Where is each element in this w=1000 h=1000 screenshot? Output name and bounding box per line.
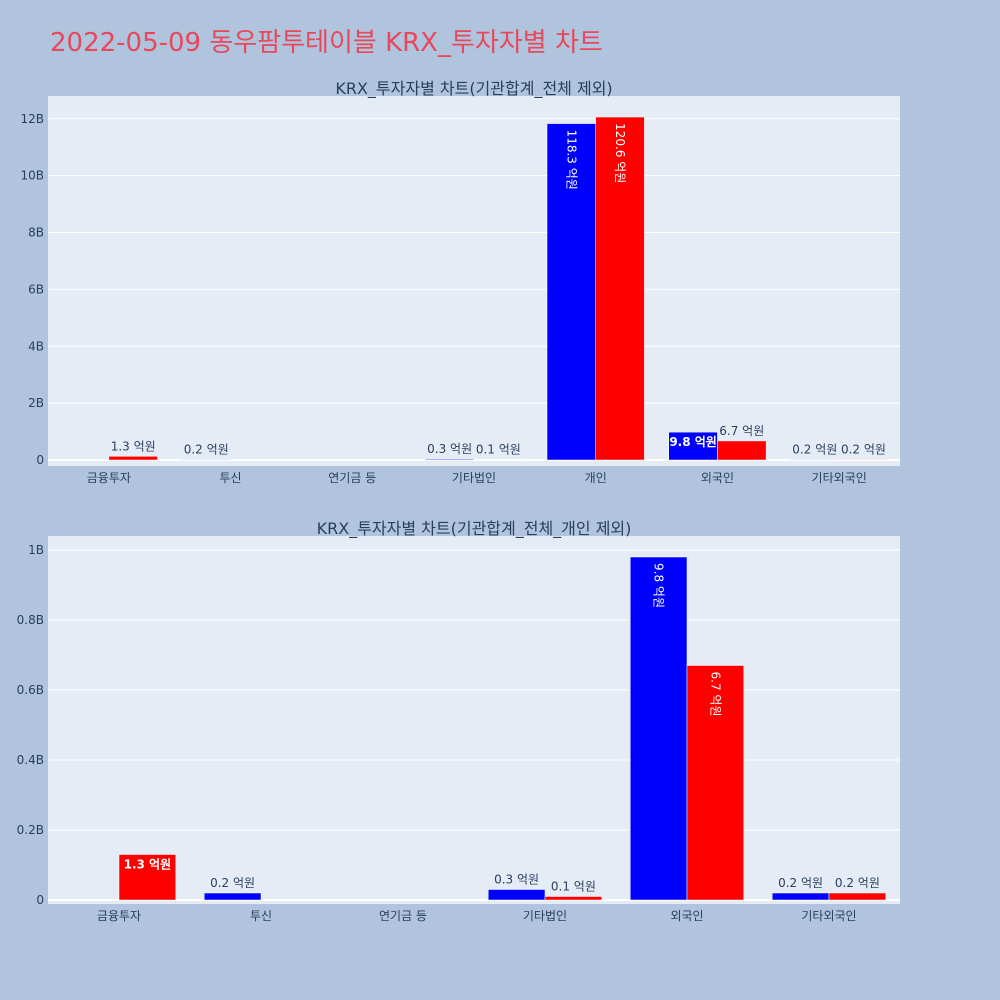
- y-tick-label: 8B: [28, 226, 44, 240]
- data-label: 0.3 억원: [427, 442, 472, 456]
- y-tick-label: 1B: [28, 543, 44, 557]
- data-label: 0.2 억원: [184, 442, 229, 456]
- x-tick-label: 투신: [220, 471, 242, 485]
- chart-title: KRX_투자자별 차트(기관합계_전체 제외): [335, 79, 612, 99]
- bar: [828, 892, 887, 901]
- data-label: 0.2 억원: [792, 442, 837, 456]
- chart-title: KRX_투자자별 차트(기관합계_전체_개인 제외): [317, 519, 632, 539]
- y-tick-label: 0.2B: [17, 823, 44, 837]
- data-label: 6.7 억원: [708, 672, 722, 717]
- data-label: 9.8 억원: [669, 435, 717, 449]
- data-label: 118.3 억원: [564, 130, 578, 190]
- x-tick-label: 개인: [585, 471, 607, 485]
- bottom-bar-chart: 0 0.2B 0.4B 0.6B 0.8B 1B KRX_투자자별 차트(기관합계_전체_개…: [17, 519, 900, 923]
- bar: [203, 892, 262, 901]
- data-label: 0.3 억원: [494, 873, 539, 887]
- y-tick-label: 6B: [28, 282, 44, 296]
- data-label: 1.3 억원: [111, 439, 156, 453]
- bar: [546, 123, 596, 461]
- top-bar-chart: 0 2B 4B 6B 8B 10B 12B KRX_투자자별 차트(기관합계_전체 제외) 금융…: [20, 79, 900, 485]
- bar: [118, 854, 177, 901]
- bar: [838, 459, 889, 461]
- y-tick-label: 0.6B: [17, 683, 44, 697]
- y-tick-label: 0.4B: [17, 753, 44, 767]
- bar: [686, 665, 745, 901]
- y-tick-label: 2B: [28, 396, 44, 410]
- page-title: 2022-05-09 동우팜투테이블 KRX_투자자별 차트: [50, 28, 603, 58]
- y-tick-label: 12B: [20, 112, 44, 126]
- x-tick-label: 기타외국인: [801, 909, 856, 923]
- y-tick-label: 0: [36, 893, 44, 907]
- data-label: 0.2 억원: [778, 876, 823, 890]
- x-tick-label: 기타법인: [452, 471, 496, 485]
- y-tick-label: 0: [36, 453, 44, 467]
- bar: [717, 440, 767, 461]
- bar: [629, 556, 688, 901]
- x-tick-label: 연기금 등: [328, 471, 376, 485]
- x-tick-label: 금융투자: [87, 471, 131, 485]
- data-label: 1.3 억원: [124, 858, 172, 872]
- x-tick-label: 외국인: [670, 909, 703, 923]
- data-label: 0.2 억원: [210, 876, 255, 890]
- data-label: 9.8 억원: [652, 563, 666, 608]
- data-label: 0.1 억원: [476, 443, 521, 457]
- data-label: 0.2 억원: [835, 876, 880, 890]
- x-tick-label: 기타외국인: [812, 471, 867, 485]
- x-tick-label: 투신: [250, 909, 272, 923]
- y-tick-label: 10B: [20, 169, 44, 183]
- data-label: 0.1 억원: [551, 880, 596, 894]
- bar: [668, 431, 718, 461]
- y-tick-label: 0.8B: [17, 613, 44, 627]
- data-label: 0.2 억원: [841, 442, 886, 456]
- x-tick-label: 외국인: [701, 471, 734, 485]
- bar: [790, 459, 840, 461]
- plot-area: [48, 96, 900, 466]
- bar: [425, 458, 475, 461]
- bar: [108, 456, 158, 461]
- bar: [544, 896, 603, 901]
- data-label: 6.7 억원: [719, 424, 764, 438]
- plot-area: [48, 536, 900, 904]
- data-label: 120.6 억원: [613, 123, 627, 183]
- x-tick-label: 연기금 등: [379, 909, 427, 923]
- x-tick-label: 기타법인: [523, 909, 567, 923]
- bar: [181, 459, 231, 461]
- y-tick-label: 4B: [28, 339, 44, 353]
- bar: [771, 892, 830, 901]
- x-tick-label: 금융투자: [97, 909, 141, 923]
- bar: [487, 889, 546, 901]
- bar: [595, 116, 645, 461]
